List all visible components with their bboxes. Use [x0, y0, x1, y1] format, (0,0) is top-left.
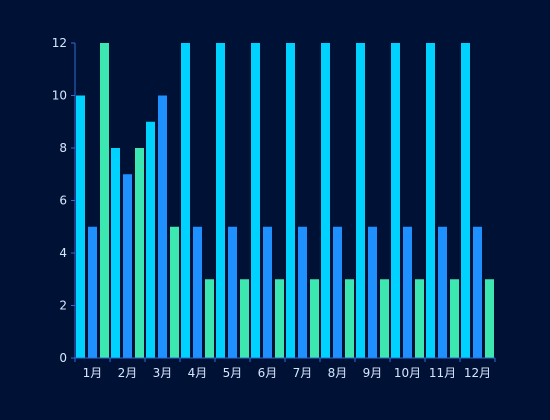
bar-series-2-6[interactable] — [263, 226, 272, 358]
y-tick-label-1: 2 — [59, 299, 67, 313]
x-tick-label-8: 8月 — [328, 366, 348, 380]
x-tick-label-12: 12月 — [464, 366, 491, 380]
x-tick-label-10: 10月 — [394, 366, 421, 380]
x-tick-label-3: 3月 — [153, 366, 173, 380]
bar-series-2-1[interactable] — [88, 226, 97, 358]
bar-series-1-10[interactable] — [391, 43, 400, 358]
labels-layer: 0 2 4 6 8 10 12 1月 2月 3月 4月 5月 6月 7月 8月 9月 10月 11月 12月 — [52, 36, 491, 380]
y-tick-label-4: 8 — [59, 141, 67, 155]
bar-series-3-4[interactable] — [205, 279, 214, 358]
bar-series-1-4[interactable] — [181, 43, 190, 358]
x-tick-label-1: 1月 — [83, 366, 103, 380]
x-tick-label-2: 2月 — [118, 366, 138, 380]
bar-series-1-3[interactable] — [146, 121, 155, 358]
bar-series-3-8[interactable] — [345, 279, 354, 358]
y-tick-label-3: 6 — [59, 194, 67, 208]
bar-series-2-10[interactable] — [403, 226, 412, 358]
bar-series-2-4[interactable] — [193, 226, 202, 358]
bar-series-2-5[interactable] — [228, 226, 237, 358]
x-tick-label-7: 7月 — [293, 366, 313, 380]
bar-series-2-9[interactable] — [368, 226, 377, 358]
bar-series-1-1[interactable] — [76, 95, 85, 359]
bar-series-3-12[interactable] — [485, 279, 494, 358]
bar-series-1-7[interactable] — [286, 43, 295, 358]
bar-series-1-2[interactable] — [111, 148, 120, 358]
y-tick-label-2: 4 — [59, 246, 67, 260]
bar-series-2-12[interactable] — [473, 226, 482, 358]
bar-series-3-5[interactable] — [240, 279, 249, 358]
x-tick-label-9: 9月 — [363, 366, 383, 380]
bar-series-2-7[interactable] — [298, 226, 307, 358]
x-tick-label-11: 11月 — [429, 366, 456, 380]
bar-series-1-6[interactable] — [251, 43, 260, 358]
bar-series-2-11[interactable] — [438, 226, 447, 358]
bar-series-1-11[interactable] — [426, 43, 435, 358]
x-tick-label-4: 4月 — [188, 366, 208, 380]
bars-layer — [76, 43, 494, 358]
bar-series-3-2[interactable] — [135, 148, 144, 358]
bar-series-1-5[interactable] — [216, 43, 225, 358]
y-tick-label-6: 12 — [52, 36, 67, 50]
axes-layer — [71, 42, 496, 362]
bar-series-3-10[interactable] — [415, 279, 424, 358]
bar-series-3-7[interactable] — [310, 279, 319, 358]
x-tick-label-5: 5月 — [223, 366, 243, 380]
bar-series-3-6[interactable] — [275, 279, 284, 358]
bar-series-3-9[interactable] — [380, 279, 389, 358]
y-tick-label-0: 0 — [59, 351, 67, 365]
bar-series-3-3[interactable] — [170, 226, 179, 358]
bar-series-2-8[interactable] — [333, 226, 342, 358]
bar-series-1-8[interactable] — [321, 43, 330, 358]
bar-series-1-9[interactable] — [356, 43, 365, 358]
bar-series-3-11[interactable] — [450, 279, 459, 358]
bar-series-3-1[interactable] — [100, 43, 109, 358]
bar-series-1-12[interactable] — [461, 43, 470, 358]
bar-series-2-3[interactable] — [158, 95, 167, 359]
y-tick-label-5: 10 — [52, 89, 67, 103]
bar-series-2-2[interactable] — [123, 174, 132, 358]
x-tick-label-6: 6月 — [258, 366, 278, 380]
